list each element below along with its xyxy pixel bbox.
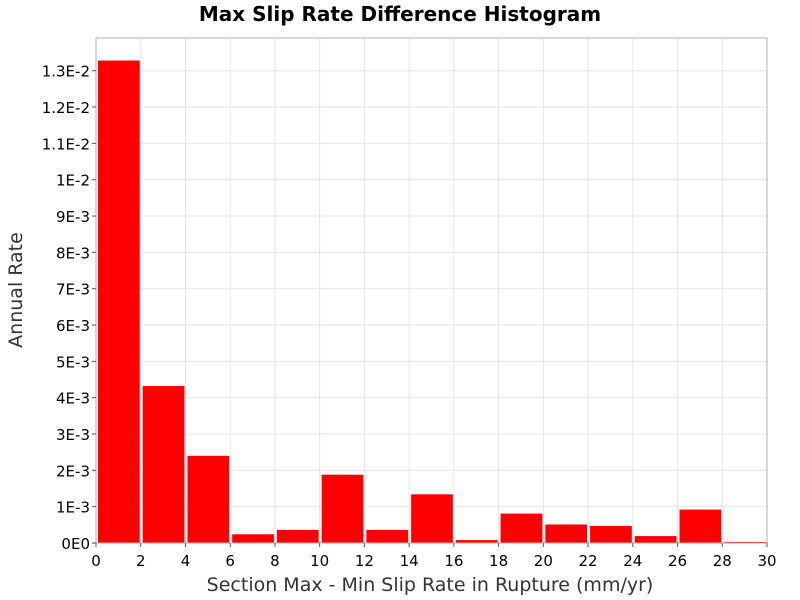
histogram-bar — [98, 60, 140, 544]
plot-area-border — [95, 37, 768, 544]
x-tick-label: 12 — [355, 552, 374, 570]
histogram-bar — [187, 455, 230, 543]
histogram-bar — [679, 509, 722, 543]
y-tick-label: 2E-3 — [56, 462, 90, 480]
y-tick-label: 1.2E-2 — [42, 99, 90, 117]
x-tick-label: 8 — [270, 552, 280, 570]
y-tick-label: 5E-3 — [56, 353, 90, 371]
x-tick-label: 4 — [181, 552, 191, 570]
y-tick-label: 1.3E-2 — [42, 63, 90, 81]
histogram-bar — [232, 534, 274, 543]
y-tick-label: 9E-3 — [56, 208, 90, 226]
y-tick-label: 1E-3 — [56, 499, 90, 517]
histogram-bar — [724, 541, 766, 543]
x-tick-label: 30 — [757, 552, 776, 570]
x-tick-label: 2 — [136, 552, 146, 570]
histogram-bar — [276, 529, 319, 543]
histogram-bar — [634, 536, 677, 543]
x-tick-label: 18 — [489, 552, 508, 570]
histogram-bar — [366, 529, 409, 543]
y-axis-label: Annual Rate — [5, 232, 27, 348]
chart-title: Max Slip Rate Difference Histogram — [199, 2, 601, 26]
x-tick-label: 26 — [668, 552, 687, 570]
y-tick-label: 6E-3 — [56, 317, 90, 335]
y-tick-label: 1.1E-2 — [42, 135, 90, 153]
y-tick-label: 4E-3 — [56, 390, 90, 408]
y-tick-label: 7E-3 — [56, 281, 90, 299]
y-tick-label: 8E-3 — [56, 244, 90, 262]
histogram-bar — [545, 524, 588, 543]
x-tick-label: 6 — [225, 552, 235, 570]
x-axis-ticks: 0 2 4 6 8 10 12 14 16 18 20 22 24 26 28 30 — [91, 543, 777, 570]
bars — [98, 60, 766, 544]
x-tick-label: 24 — [623, 552, 642, 570]
x-tick-label: 0 — [91, 552, 101, 570]
x-tick-label: 14 — [400, 552, 419, 570]
y-tick-label: 1E-2 — [56, 172, 90, 190]
x-tick-label: 20 — [534, 552, 553, 570]
histogram-bar — [455, 540, 498, 543]
y-axis-ticks: 0E0 1E-3 2E-3 3E-3 4E-3 5E-3 6E-3 7E-3 8E-3 9E-3 1… — [42, 63, 96, 553]
histogram-bar — [500, 513, 543, 543]
x-tick-label: 10 — [310, 552, 329, 570]
x-tick-label: 22 — [579, 552, 598, 570]
histogram-bar — [411, 494, 453, 543]
histogram-bar — [321, 474, 364, 543]
x-axis-label: Section Max - Min Slip Rate in Rupture (… — [207, 574, 654, 596]
histogram-bar — [142, 386, 185, 543]
x-tick-label: 16 — [444, 552, 463, 570]
histogram-bar — [590, 525, 632, 543]
x-tick-label: 28 — [713, 552, 732, 570]
y-tick-label: 3E-3 — [56, 426, 90, 444]
y-tick-label: 0E0 — [61, 535, 90, 553]
